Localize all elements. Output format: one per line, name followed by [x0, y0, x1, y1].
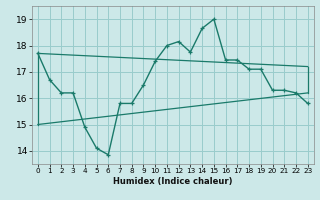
X-axis label: Humidex (Indice chaleur): Humidex (Indice chaleur)	[113, 177, 233, 186]
